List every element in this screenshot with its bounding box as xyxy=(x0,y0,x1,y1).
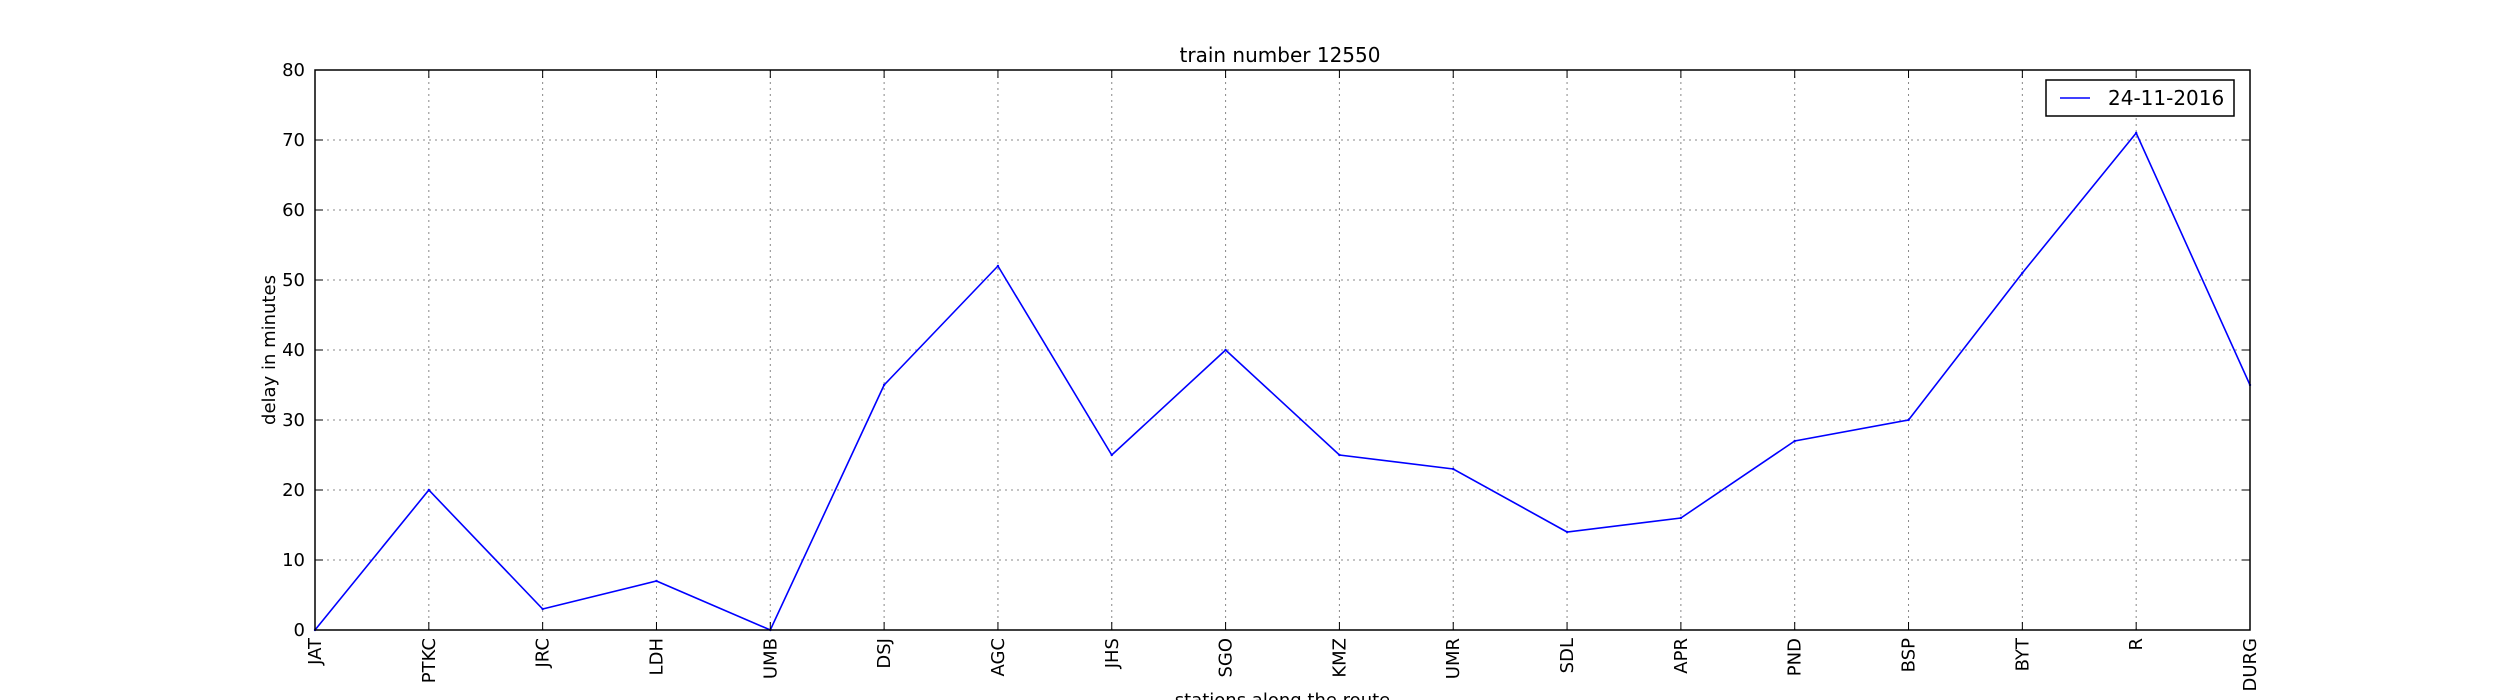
data-point xyxy=(1907,418,1910,422)
x-tick-label: LDH xyxy=(646,638,667,675)
x-tick-label: BSP xyxy=(1899,638,1920,672)
x-tick-label: UMR xyxy=(1443,638,1464,679)
x-tick-label: DSJ xyxy=(874,638,895,669)
chart-title: train number 12550 xyxy=(1180,43,1381,67)
x-tick-label: PTKC xyxy=(419,638,440,683)
x-tick-label: DURG xyxy=(2240,638,2261,692)
x-tick-label: JRC xyxy=(533,638,554,669)
y-tick-label: 70 xyxy=(282,130,305,151)
x-tick-label: JAT xyxy=(305,637,326,666)
data-point xyxy=(1224,348,1227,352)
data-point xyxy=(427,488,431,492)
data-point xyxy=(882,383,886,387)
data-point xyxy=(996,264,1000,268)
x-tick-label: SGO xyxy=(1216,638,1237,678)
x-tick-label: PND xyxy=(1785,638,1806,676)
data-point xyxy=(1110,453,1113,457)
data-point xyxy=(2021,271,2024,275)
data-point xyxy=(1679,516,1683,520)
y-tick-label: 30 xyxy=(282,410,305,431)
y-tick-label: 10 xyxy=(282,550,305,571)
x-tick-label: AGC xyxy=(988,638,1009,677)
y-tick-label: 60 xyxy=(282,200,305,221)
y-tick-label: 40 xyxy=(282,340,305,361)
data-point xyxy=(541,607,544,611)
y-tick-label: 20 xyxy=(282,480,305,501)
x-tick-label: BYT xyxy=(2012,637,2033,671)
legend-label-24-11-2016: 24-11-2016 xyxy=(2108,86,2224,110)
data-point xyxy=(1452,467,1455,471)
data-point xyxy=(1793,439,1796,443)
data-point xyxy=(1565,530,1569,534)
y-tick-label: 0 xyxy=(294,620,305,641)
data-point xyxy=(2134,131,2138,135)
legend: 24-11-2016 xyxy=(2045,79,2235,117)
series-line xyxy=(314,131,2251,632)
y-axis-label: delay in minutes xyxy=(259,275,280,425)
y-tick-label: 80 xyxy=(282,60,305,81)
x-tick-label: APR xyxy=(1671,638,1692,674)
data-point xyxy=(1338,453,1341,457)
data-point xyxy=(655,579,658,583)
x-tick-label: UMB xyxy=(760,638,781,679)
x-tick-label: JHS xyxy=(1102,638,1123,669)
x-axis-label: stations along the route xyxy=(1175,690,1390,700)
x-tick-label: KMZ xyxy=(1329,638,1350,678)
x-tick-label: R xyxy=(2126,638,2147,651)
y-tick-label: 50 xyxy=(282,270,305,291)
x-tick-label: SDL xyxy=(1557,638,1578,673)
axis-ticks: 0 10 20 30 40 50 60 70 80 JAT PTKC JRC LDH UMB DSJ AGC J… xyxy=(282,60,2261,692)
